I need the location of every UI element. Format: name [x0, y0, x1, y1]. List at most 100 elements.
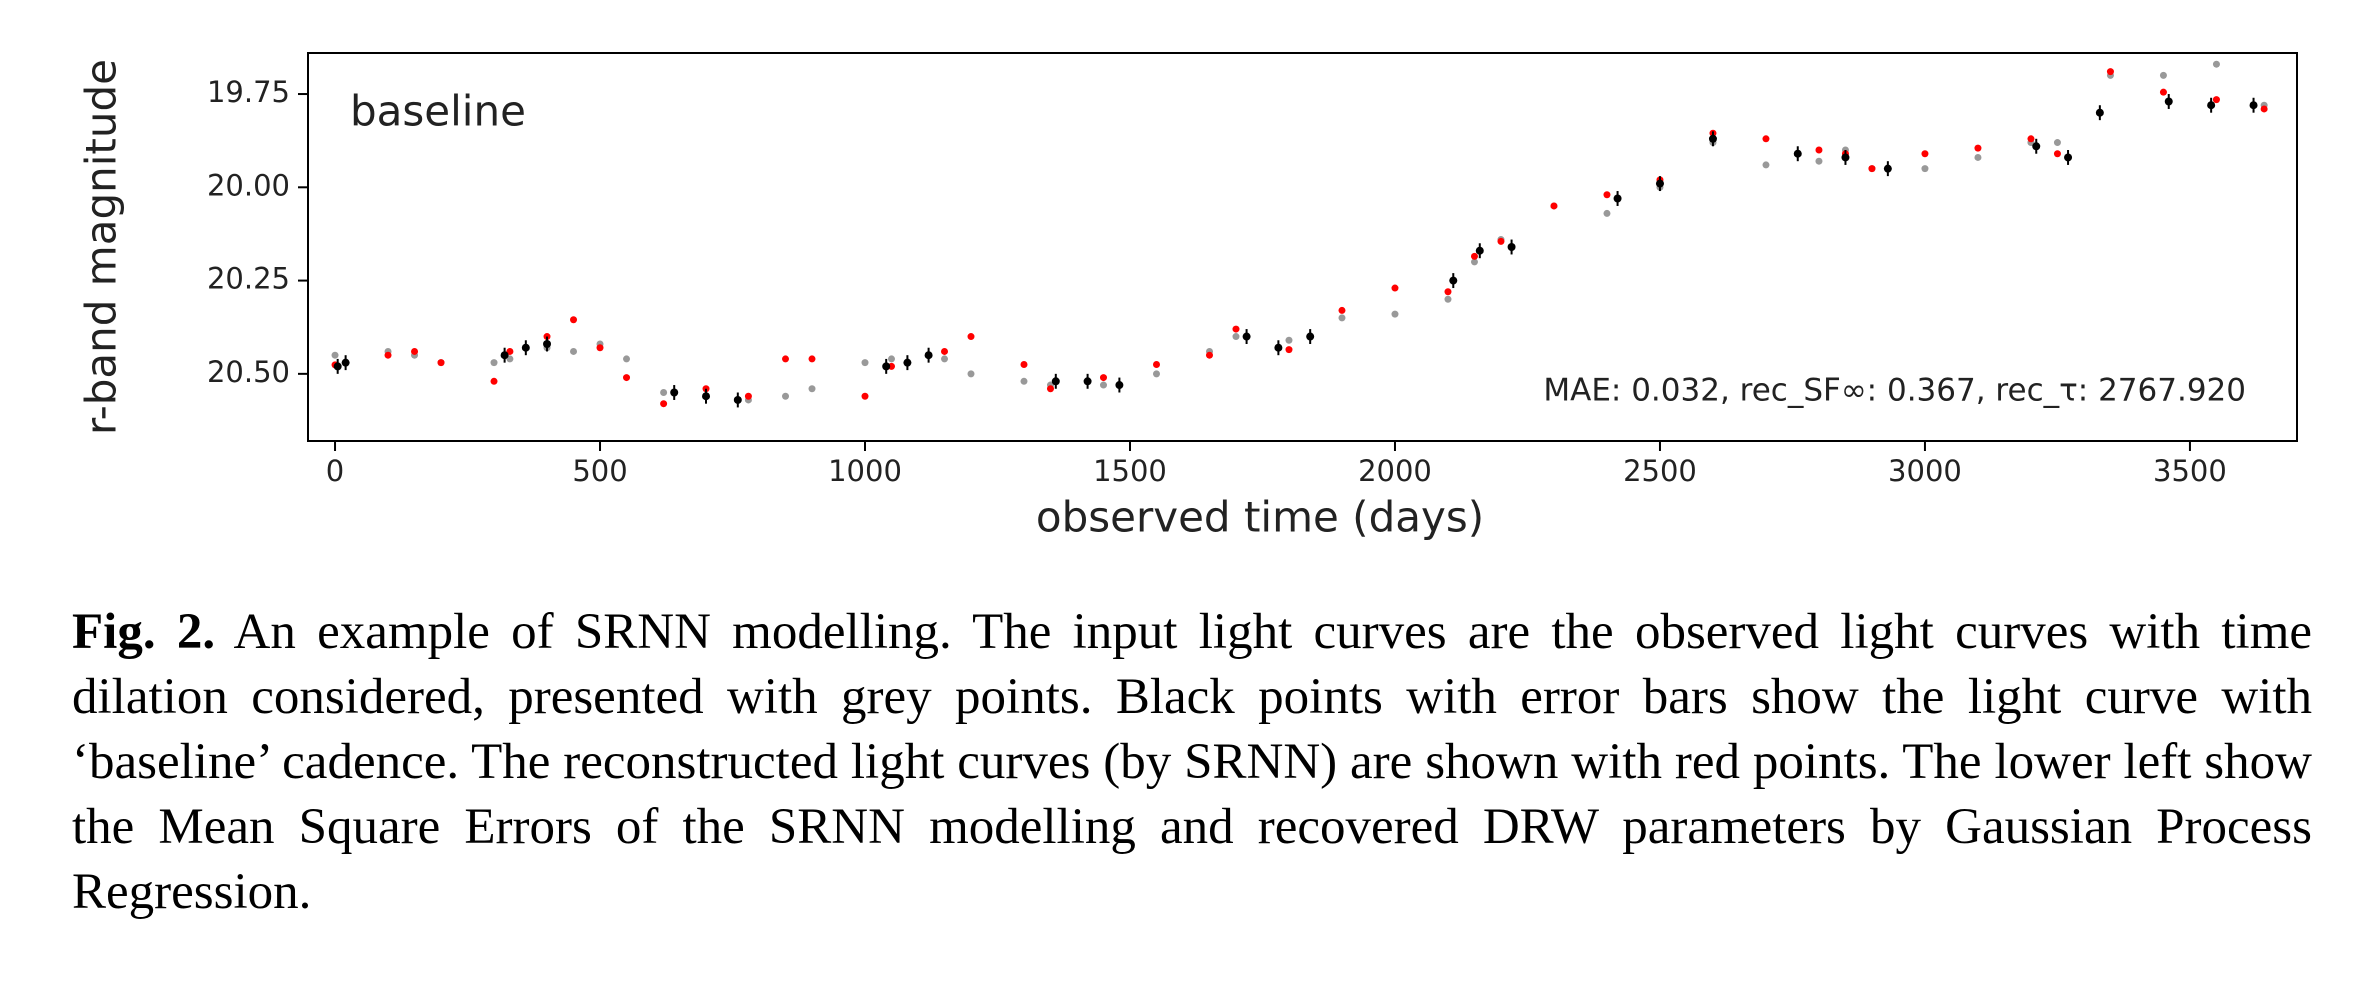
point — [882, 362, 891, 371]
point — [1205, 351, 1213, 359]
y-axis-label: r-band magnitude — [77, 59, 126, 435]
point — [2159, 88, 2167, 96]
point — [967, 333, 975, 341]
point — [490, 377, 498, 385]
x-tick-label: 1500 — [1093, 454, 1167, 488]
point — [1507, 243, 1516, 251]
point — [2027, 135, 2035, 143]
point — [1974, 153, 1982, 161]
point — [384, 351, 392, 359]
point — [570, 316, 578, 324]
point — [1603, 209, 1611, 217]
point — [2164, 97, 2173, 106]
point — [1497, 237, 1505, 245]
point — [2212, 96, 2220, 104]
point — [1444, 288, 1452, 296]
chart: baseline MAE: 0.032, rec_SF∞: 0.367, rec… — [77, 52, 2298, 542]
point — [2106, 68, 2114, 76]
point — [1242, 332, 1251, 341]
point — [500, 351, 509, 360]
point — [1020, 361, 1028, 369]
caption-label: Fig. 2. — [72, 604, 216, 660]
point — [1475, 246, 1484, 255]
point — [2095, 108, 2104, 117]
point — [623, 374, 631, 382]
point — [506, 347, 514, 355]
point — [543, 340, 552, 348]
point — [1306, 332, 1315, 341]
point — [623, 355, 631, 363]
point — [1232, 325, 1240, 333]
point — [1338, 314, 1346, 322]
point — [331, 351, 339, 359]
point — [1083, 377, 1092, 386]
point — [2260, 105, 2268, 113]
point — [1921, 150, 1929, 158]
point — [411, 347, 419, 355]
point — [1815, 157, 1823, 165]
point — [1285, 336, 1293, 344]
point — [702, 392, 711, 401]
x-tick-label: 1000 — [828, 454, 902, 488]
point — [888, 355, 896, 363]
point — [1613, 194, 1622, 203]
point — [924, 351, 933, 360]
metrics: MAE: 0.032, rec_SF∞: 0.367, rec_τ: 2767.… — [1543, 373, 2246, 409]
point — [2207, 101, 2216, 110]
plot-frame — [307, 52, 2298, 442]
point — [861, 392, 869, 400]
point — [521, 343, 530, 352]
point — [1883, 164, 1892, 173]
caption-text: An example of SRNN modelling. The input … — [72, 604, 2313, 920]
point — [1449, 276, 1458, 285]
point — [1921, 165, 1929, 173]
point — [1655, 179, 1664, 188]
point — [506, 355, 514, 363]
point — [1550, 202, 1558, 210]
point — [733, 395, 742, 404]
point — [1274, 343, 1283, 352]
x-tick-label: 500 — [572, 454, 627, 488]
x-tick-label: 0 — [326, 454, 344, 488]
caption: Fig. 2. An example of SRNN modelling. Th… — [72, 600, 2312, 925]
point — [1603, 191, 1611, 199]
x-tick-label: 3500 — [2153, 454, 2227, 488]
point — [1099, 374, 1107, 382]
point — [808, 355, 816, 363]
point — [941, 347, 949, 355]
point — [660, 400, 668, 408]
point — [941, 355, 949, 363]
point — [1338, 306, 1346, 314]
point — [1115, 381, 1124, 390]
point — [1232, 333, 1240, 341]
point — [782, 355, 790, 363]
point — [333, 362, 342, 371]
point — [1762, 161, 1770, 169]
point — [861, 359, 869, 367]
point — [1793, 149, 1802, 158]
point — [808, 385, 816, 393]
point — [437, 359, 445, 367]
point — [1391, 310, 1399, 318]
point — [903, 358, 912, 367]
point — [1815, 146, 1823, 154]
point — [1444, 295, 1452, 303]
y-tick-label: 19.75 — [207, 75, 290, 109]
x-tick-label: 3000 — [1888, 454, 1962, 488]
point — [1391, 284, 1399, 292]
point — [1470, 252, 1478, 260]
x-tick-label: 2000 — [1358, 454, 1432, 488]
point — [2053, 139, 2061, 147]
point — [1470, 258, 1478, 266]
x-axis-label: observed time (days) — [1036, 493, 1484, 542]
point — [1152, 370, 1160, 378]
point — [1051, 377, 1060, 386]
x-tick-label: 2500 — [1623, 454, 1697, 488]
y-tick-label: 20.00 — [207, 168, 290, 202]
point — [596, 344, 604, 352]
point — [570, 347, 578, 355]
point — [670, 388, 679, 397]
point — [2159, 71, 2167, 79]
point — [1841, 153, 1850, 162]
